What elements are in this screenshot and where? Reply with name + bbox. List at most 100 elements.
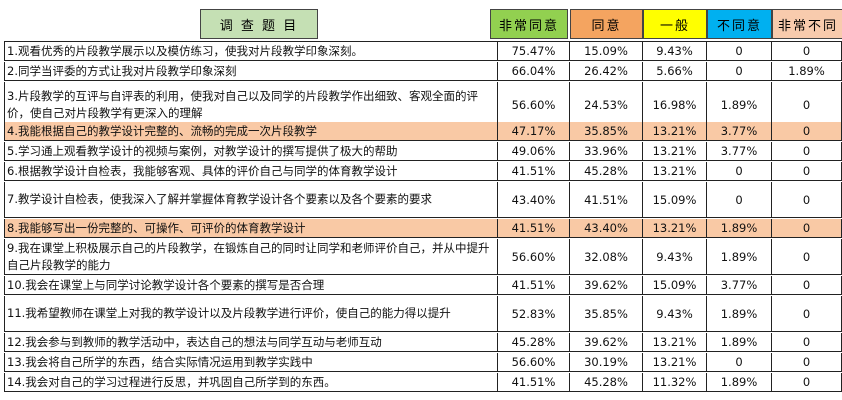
value-cell-c2: 26.42% xyxy=(570,62,643,81)
value-cell-c1: 56.60% xyxy=(498,353,570,372)
table-row: 7.教学设计自检表，使我深入了解并掌握体育教学设计各个要素以及各个要素的要求 43… xyxy=(0,182,842,218)
value-cell-c5: 0 xyxy=(772,142,842,161)
table-row: 11.我希望教师在课堂上对我的教学设计以及片段教学进行评价，使自己的能力得以提升… xyxy=(0,296,842,332)
value-cell-c5: 0 xyxy=(772,276,842,295)
table-row: 8.我能够写出一份完整的、可操作、可评价的体育教学设计 41.51% 43.40% 1… xyxy=(0,219,842,238)
value-cell-c4: 1.89% xyxy=(707,373,772,392)
value-cell-c2: 45.28% xyxy=(570,373,643,392)
value-cell-c3: 13.21% xyxy=(643,219,707,238)
value-cell-c5: 0 xyxy=(772,122,842,141)
value-cell-c2: 35.85% xyxy=(570,296,643,332)
value-cell-c1: 66.04% xyxy=(498,62,570,81)
header-c2: 同意 xyxy=(570,9,643,39)
value-cell-c5: 0 xyxy=(772,333,842,352)
value-cell-c1: 43.40% xyxy=(498,182,570,218)
table-row: 13.我会将自己所学的东西，结合实际情况运用到教学实践中 56.60% 30.19%… xyxy=(0,353,842,372)
value-cell-c2: 39.62% xyxy=(570,276,643,295)
value-cell-c5: 0 xyxy=(772,182,842,218)
header-c4: 不同意 xyxy=(707,9,772,39)
value-cell-c3: 15.09% xyxy=(643,182,707,218)
value-cell-c3: 13.21% xyxy=(643,142,707,161)
value-cell-c5: 0 xyxy=(772,219,842,238)
value-cell-c2: 41.51% xyxy=(570,182,643,218)
value-cell-c4: 0 xyxy=(707,182,772,218)
question-cell: 13.我会将自己所学的东西，结合实际情况运用到教学实践中 xyxy=(4,353,498,372)
value-cell-c1: 47.17% xyxy=(498,122,570,141)
value-cell-c4: 1.89% xyxy=(707,239,772,275)
value-cell-c1: 45.28% xyxy=(498,333,570,352)
value-cell-c3: 13.21% xyxy=(643,353,707,372)
value-cell-c4: 1.89% xyxy=(707,296,772,332)
value-cell-c4: 0 xyxy=(707,62,772,81)
value-cell-c3: 13.21% xyxy=(643,162,707,181)
value-cell-c3: 5.66% xyxy=(643,62,707,81)
header-c1: 非常同意 xyxy=(490,9,568,39)
value-cell-c3: 15.09% xyxy=(643,276,707,295)
value-cell-c2: 15.09% xyxy=(570,42,643,61)
question-cell: 10.我会在课堂上与同学讨论教学设计各个要素的撰写是否合理 xyxy=(4,276,498,295)
table-row: 14.我会对自己的学习过程进行反思，并巩固自己所学到的东西。 41.51% 45.2… xyxy=(0,373,842,392)
question-cell: 11.我希望教师在课堂上对我的教学设计以及片段教学进行评价，使自己的能力得以提升 xyxy=(4,296,498,332)
value-cell-c4: 1.89% xyxy=(707,219,772,238)
table-row: 10.我会在课堂上与同学讨论教学设计各个要素的撰写是否合理 41.51% 39.62… xyxy=(0,276,842,295)
value-cell-c4: 3.77% xyxy=(707,276,772,295)
value-cell-c2: 43.40% xyxy=(570,219,643,238)
value-cell-c3: 13.21% xyxy=(643,333,707,352)
value-cell-c3: 13.21% xyxy=(643,122,707,141)
value-cell-c4: 0 xyxy=(707,162,772,181)
header-c3: 一般 xyxy=(643,9,707,39)
question-cell: 7.教学设计自检表，使我深入了解并掌握体育教学设计各个要素以及各个要素的要求 xyxy=(4,182,498,218)
value-cell-c5: 0 xyxy=(772,373,842,392)
value-cell-c3: 11.32% xyxy=(643,373,707,392)
table-row: 6.根据教学设计自检表，我能够客观、具体的评价自己与同学的体育教学设计 41.51… xyxy=(0,162,842,181)
table-row: 12.我会参与到教师的教学活动中，表达自己的想法与同学互动与老师互动 45.28%… xyxy=(0,333,842,352)
header-c5: 非常不同 xyxy=(772,9,842,39)
value-cell-c3: 9.43% xyxy=(643,42,707,61)
question-cell: 8.我能够写出一份完整的、可操作、可评价的体育教学设计 xyxy=(4,219,498,238)
value-cell-c5: 0 xyxy=(772,42,842,61)
value-cell-c1: 75.47% xyxy=(498,42,570,61)
value-cell-c5: 0 xyxy=(772,353,842,372)
value-cell-c4: 3.77% xyxy=(707,142,772,161)
value-cell-c2: 33.96% xyxy=(570,142,643,161)
value-cell-c2: 39.62% xyxy=(570,333,643,352)
question-cell: 5.学习通上观看教学设计的视频与案例，对教学设计的撰写提供了极大的帮助 xyxy=(4,142,498,161)
value-cell-c1: 52.83% xyxy=(498,296,570,332)
value-cell-c1: 49.06% xyxy=(498,142,570,161)
value-cell-c4: 3.77% xyxy=(707,122,772,141)
value-cell-c5: 0 xyxy=(772,239,842,275)
question-cell: 9.我在课堂上积极展示自己的片段教学，在锻炼自己的同时让同学和老师评价自己，并从… xyxy=(4,239,498,275)
value-cell-c1: 41.51% xyxy=(498,162,570,181)
value-cell-c5: 0 xyxy=(772,296,842,332)
table-row: 4.我能根据自己的教学设计完整的、流畅的完成一次片段教学 47.17% 35.85%… xyxy=(0,122,842,141)
table-row: 2.同学当评委的方式让我对片段教学印象深刻 66.04% 26.42% 5.66% 0 1… xyxy=(0,62,842,81)
question-cell: 12.我会参与到教师的教学活动中，表达自己的想法与同学互动与老师互动 xyxy=(4,333,498,352)
question-cell: 6.根据教学设计自检表，我能够客观、具体的评价自己与同学的体育教学设计 xyxy=(4,162,498,181)
value-cell-c1: 41.51% xyxy=(498,373,570,392)
value-cell-c2: 30.19% xyxy=(570,353,643,372)
value-cell-c4: 1.89% xyxy=(707,333,772,352)
question-cell: 2.同学当评委的方式让我对片段教学印象深刻 xyxy=(4,62,498,81)
table-row: 1.观看优秀的片段教学展示以及模仿练习，使我对片段教学印象深刻。 75.47% 15… xyxy=(0,42,842,61)
table-row: 9.我在课堂上积极展示自己的片段教学，在锻炼自己的同时让同学和老师评价自己，并从… xyxy=(0,239,842,275)
value-cell-c4: 0 xyxy=(707,42,772,61)
question-cell: 1.观看优秀的片段教学展示以及模仿练习，使我对片段教学印象深刻。 xyxy=(4,42,498,61)
question-cell: 14.我会对自己的学习过程进行反思，并巩固自己所学到的东西。 xyxy=(4,373,498,392)
value-cell-c5: 0 xyxy=(772,162,842,181)
table-top-border xyxy=(4,41,842,42)
header-topic: 调 查 题 目 xyxy=(200,9,318,39)
value-cell-c4: 0 xyxy=(707,353,772,372)
question-cell: 4.我能根据自己的教学设计完整的、流畅的完成一次片段教学 xyxy=(4,122,498,141)
table-row: 5.学习通上观看教学设计的视频与案例，对教学设计的撰写提供了极大的帮助 49.06… xyxy=(0,142,842,161)
value-cell-c1: 41.51% xyxy=(498,219,570,238)
value-cell-c3: 9.43% xyxy=(643,239,707,275)
value-cell-c2: 45.28% xyxy=(570,162,643,181)
value-cell-c3: 9.43% xyxy=(643,296,707,332)
value-cell-c2: 35.85% xyxy=(570,122,643,141)
value-cell-c1: 56.60% xyxy=(498,239,570,275)
value-cell-c5: 1.89% xyxy=(772,62,842,81)
question-cell: 3.片段教学的互评与自评表的利用，使我对自己以及同学的片段教学作出细致、客观全面… xyxy=(4,82,498,129)
value-cell-c1: 41.51% xyxy=(498,276,570,295)
value-cell-c2: 32.08% xyxy=(570,239,643,275)
